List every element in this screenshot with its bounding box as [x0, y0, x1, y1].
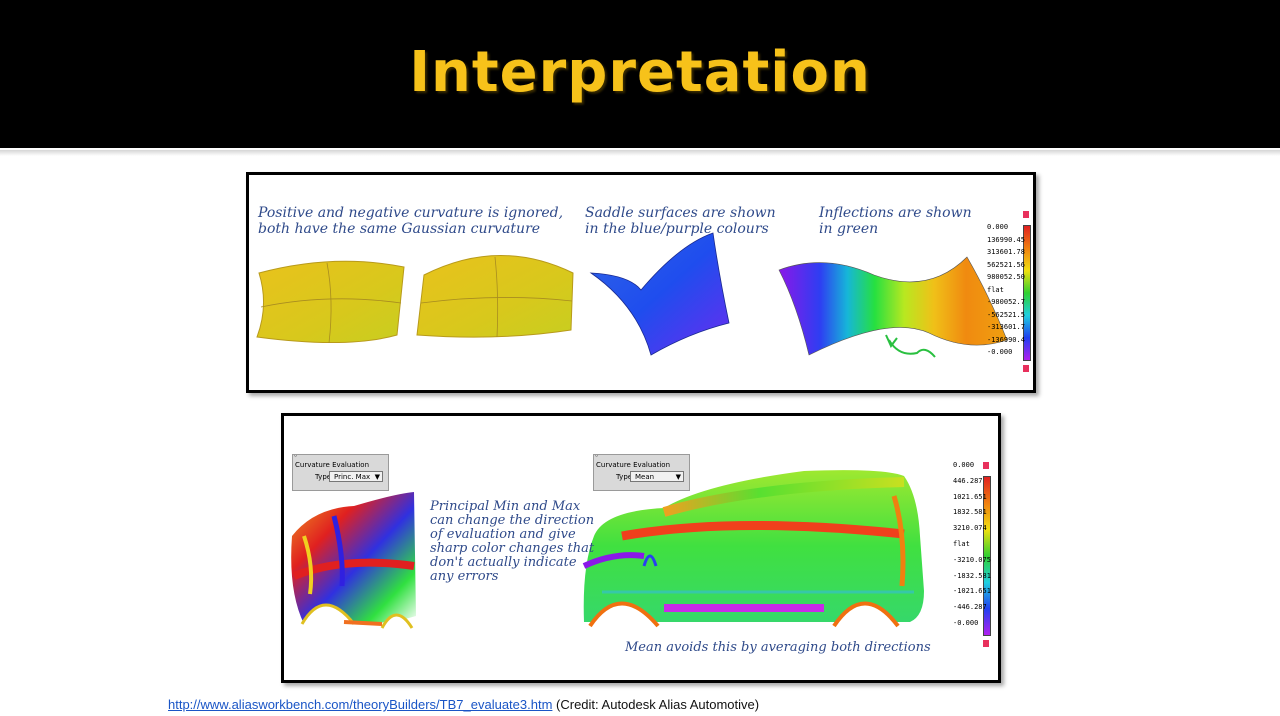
type-select[interactable]: Mean ▼ — [630, 471, 684, 482]
widget-title: Curvature Evaluation — [596, 461, 671, 469]
legend-value: flat — [987, 285, 1004, 294]
legend-value: 3210.074 — [953, 524, 987, 533]
legend-value: 1021.651 — [953, 492, 987, 501]
curvature-legend: 0.000 446.287 1021.651 1832.581 3210.074 flat… — [953, 458, 991, 632]
car-curvature-panel: ᵕ Curvature Evaluation Type Princ. Max ▼ … — [281, 413, 1001, 683]
color-scale-bar — [983, 476, 991, 636]
source-link[interactable]: http://www.aliasworkbench.com/theoryBuil… — [168, 697, 553, 712]
curvature-legend: 0.000 136990.45 313601.78 562521.56 980052.5… — [987, 221, 1025, 359]
slide-title: Interpretation — [409, 40, 871, 105]
widget-title: Curvature Evaluation — [295, 461, 370, 469]
header-divider — [0, 150, 1280, 156]
car-renders-figure — [291, 470, 924, 629]
legend-value: 136990.45 — [987, 235, 1025, 244]
note-inflections: Inflections are shown in green — [819, 205, 972, 237]
legend-value: 980052.50 — [987, 273, 1025, 281]
legend-value: -0.000 — [953, 618, 979, 627]
legend-value: 313601.78 — [987, 248, 1025, 256]
scale-marker-bottom — [1023, 365, 1029, 372]
note-positive-negative: Positive and negative curvature is ignor… — [258, 205, 564, 237]
surface-saddle — [589, 232, 730, 356]
pin-icon[interactable]: ᵕ — [595, 452, 599, 461]
type-select[interactable]: Princ. Max ▼ — [329, 471, 383, 482]
legend-value: -0.000 — [987, 348, 1013, 356]
chevron-down-icon: ▼ — [374, 473, 380, 481]
surface-dome — [416, 255, 574, 338]
legend-value: 0.000 — [953, 461, 975, 469]
note-mean: Mean avoids this by averaging both direc… — [625, 640, 931, 655]
legend-value: -136990.4 — [987, 335, 1025, 344]
curvature-evaluation-widget-right: ᵕ Curvature Evaluation Type Mean ▼ — [593, 452, 690, 491]
legend-value: -1832.581 — [953, 571, 991, 580]
car-render-princ-max — [291, 492, 416, 629]
note-saddle: Saddle surfaces are shown in the blue/pu… — [585, 205, 776, 237]
slide-header: Interpretation — [0, 0, 1280, 148]
scale-marker-top — [983, 462, 989, 469]
surface-bowl — [256, 260, 405, 344]
legend-value: -1021.651 — [953, 587, 991, 596]
scale-marker-bottom — [983, 640, 989, 647]
type-select-value: Princ. Max — [334, 473, 371, 481]
source-citation: http://www.aliasworkbench.com/theoryBuil… — [168, 697, 759, 712]
legend-value: -980052.7 — [987, 298, 1025, 306]
legend-value: flat — [953, 539, 970, 548]
curvature-examples-panel: Positive and negative curvature is ignor… — [246, 172, 1036, 393]
legend-value: -3210.075 — [953, 555, 991, 564]
pin-icon[interactable]: ᵕ — [294, 452, 298, 461]
legend-value: 562521.56 — [987, 260, 1025, 269]
curvature-evaluation-widget-left: ᵕ Curvature Evaluation Type Princ. Max ▼ — [292, 452, 389, 491]
surface-inflection — [778, 256, 1008, 358]
curvature-surfaces-figure — [256, 232, 1008, 358]
legend-value: 446.287 — [953, 476, 983, 485]
type-label: Type — [315, 473, 332, 481]
legend-value: 0.000 — [987, 223, 1009, 231]
car-render-mean — [582, 470, 924, 628]
note-principal-min-max: Principal Min and Max can change the dir… — [430, 499, 595, 584]
legend-value: -313601.7 — [987, 323, 1025, 331]
credit-text: (Credit: Autodesk Alias Automotive) — [552, 697, 760, 712]
legend-value: 1832.581 — [953, 508, 987, 517]
type-select-value: Mean — [635, 473, 655, 481]
legend-value: -562521.5 — [987, 310, 1025, 319]
color-scale-bar — [1023, 225, 1031, 361]
type-label: Type — [616, 473, 633, 481]
scale-marker-top — [1023, 211, 1029, 218]
legend-value: -446.287 — [953, 603, 987, 612]
chevron-down-icon: ▼ — [675, 473, 681, 481]
